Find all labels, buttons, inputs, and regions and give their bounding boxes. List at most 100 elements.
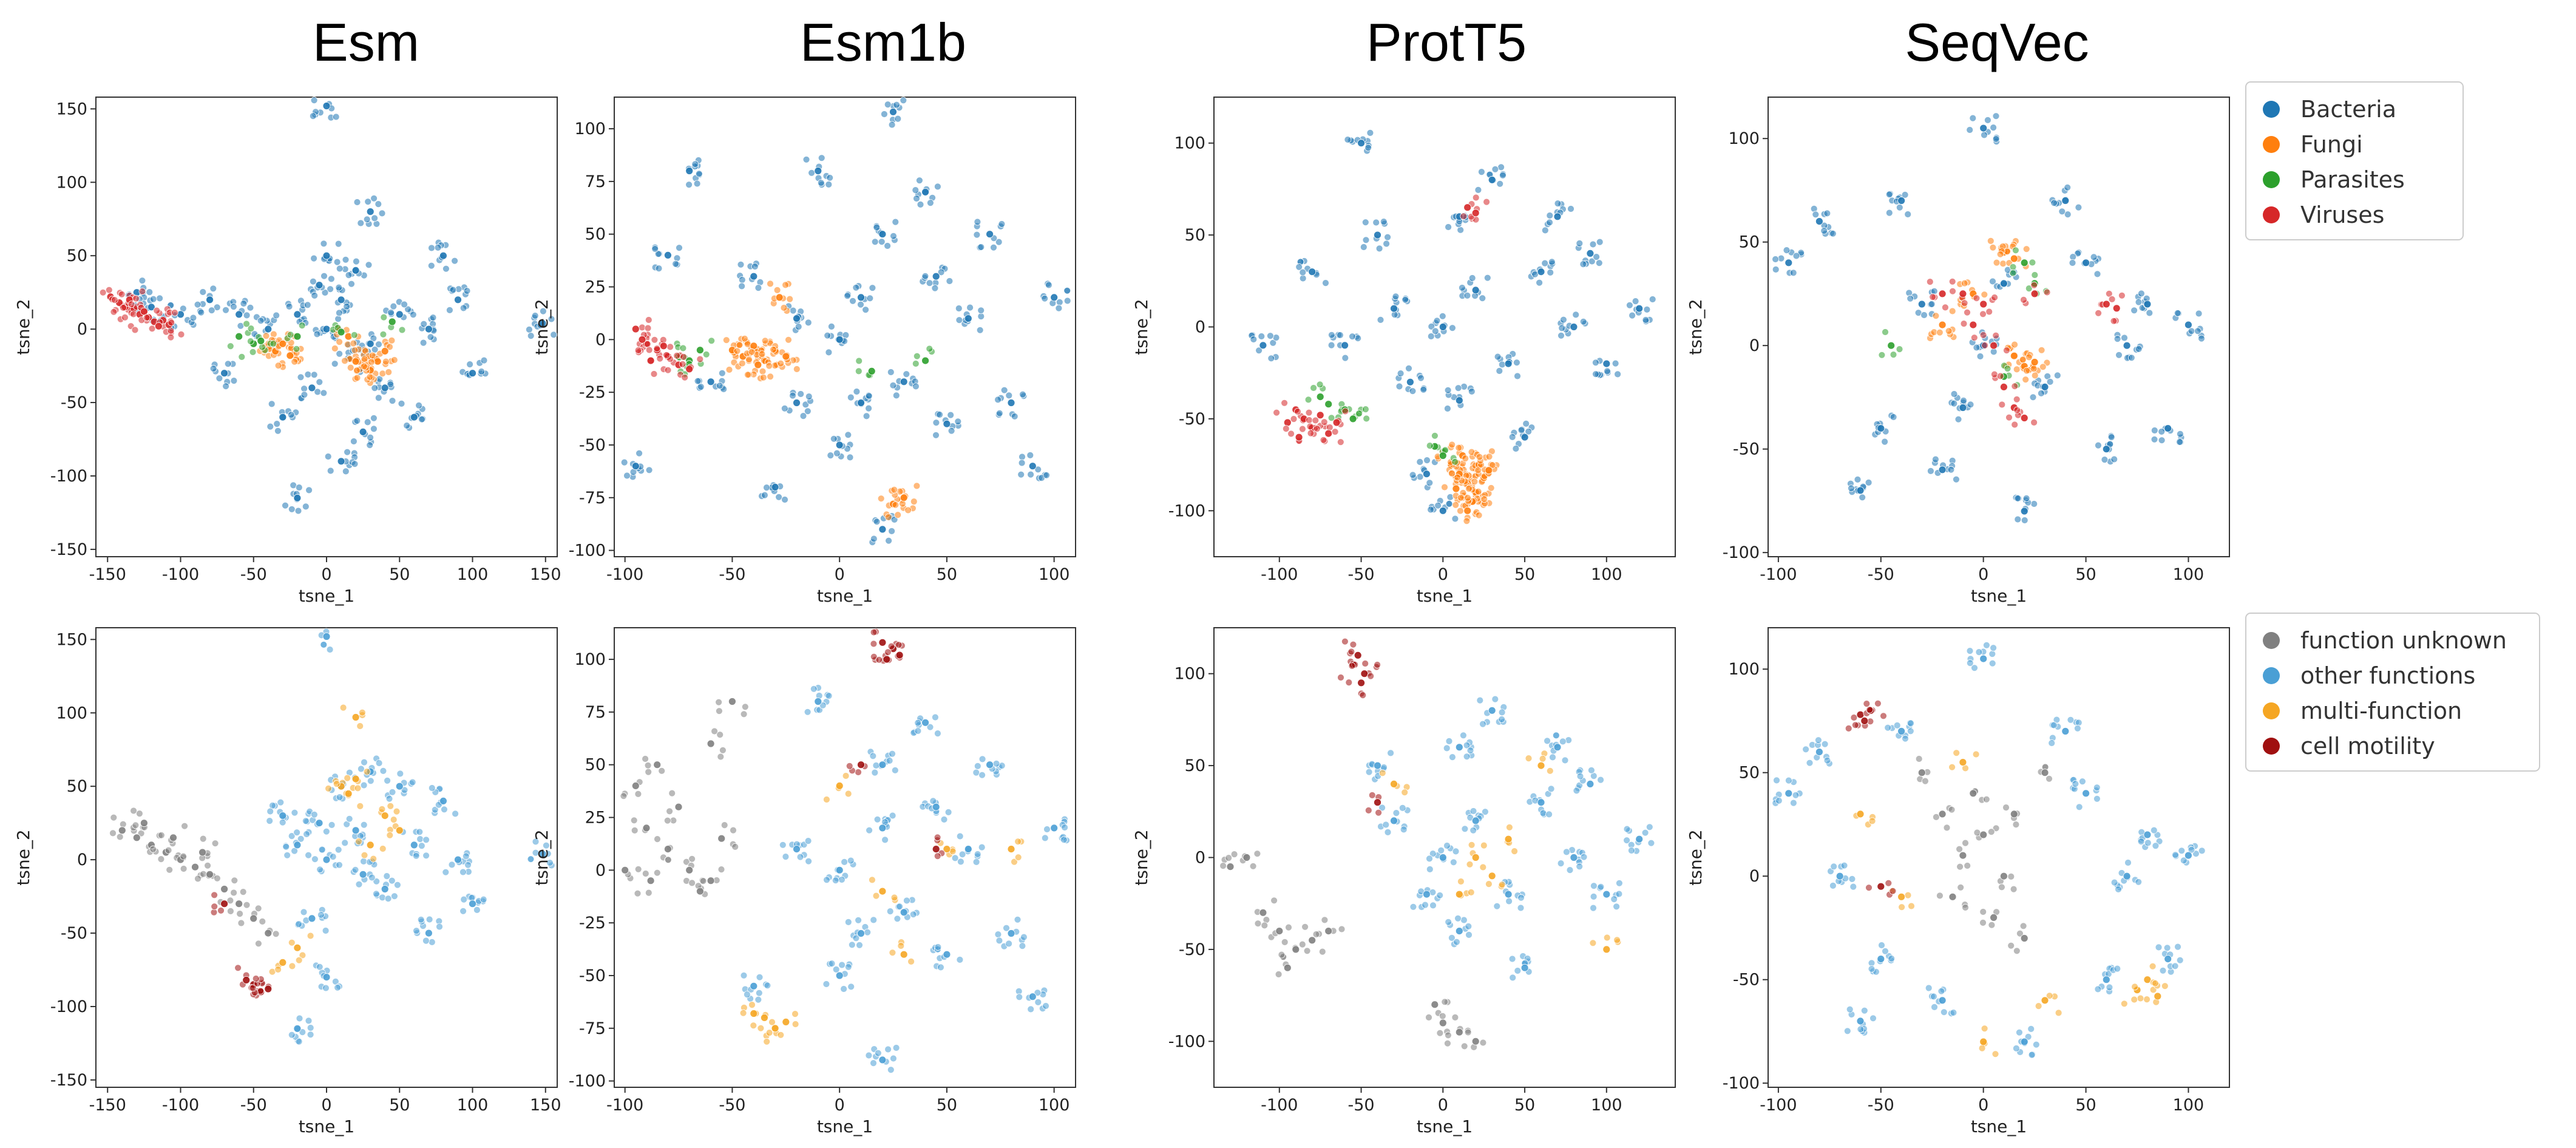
data-point	[353, 417, 361, 424]
data-point	[388, 318, 396, 326]
x-tick-label: 100	[457, 565, 489, 584]
y-tick-label: -75	[579, 489, 606, 508]
data-point	[1463, 203, 1472, 212]
data-point	[1537, 761, 1545, 770]
data-point	[2010, 810, 2018, 818]
data-point	[871, 238, 879, 246]
data-point	[754, 996, 762, 1004]
data-point	[293, 494, 302, 502]
data-point	[413, 927, 420, 935]
data-point	[1003, 924, 1010, 932]
data-point	[897, 942, 905, 949]
data-point	[266, 817, 274, 824]
data-point	[1014, 854, 1022, 861]
data-point	[1249, 862, 1257, 870]
data-point	[217, 907, 225, 914]
data-point	[1576, 772, 1584, 780]
data-point	[231, 877, 239, 885]
data-point	[1457, 878, 1465, 885]
data-point	[2143, 830, 2152, 839]
data-point	[353, 199, 361, 206]
data-point	[872, 762, 880, 769]
data-point	[1546, 767, 1554, 775]
data-point	[1525, 755, 1533, 762]
data-point	[2121, 334, 2128, 342]
x-tick-label: 0	[1438, 565, 1448, 584]
data-point	[884, 242, 891, 250]
data-point	[538, 850, 547, 858]
data-point	[1460, 916, 1468, 924]
data-point	[1466, 860, 1474, 868]
data-point	[2011, 382, 2019, 390]
data-point	[887, 1066, 895, 1074]
data-point	[132, 834, 141, 842]
data-point	[316, 378, 324, 386]
data-point	[972, 858, 980, 866]
data-point	[1455, 890, 1463, 898]
data-point	[1987, 237, 1995, 245]
data-point	[449, 286, 457, 294]
data-point	[2031, 372, 2039, 379]
data-point	[293, 943, 302, 952]
data-point	[395, 782, 404, 790]
data-point	[1987, 828, 1995, 836]
data-point	[738, 359, 746, 367]
data-point	[1000, 386, 1008, 394]
data-point	[685, 181, 693, 189]
x-tick-label: 100	[1591, 1096, 1622, 1115]
x-tick-label: 0	[321, 565, 331, 584]
x-tick-label: -100	[1261, 565, 1298, 584]
data-point	[2009, 263, 2017, 271]
data-point	[840, 985, 847, 993]
data-point	[428, 784, 436, 792]
data-point	[995, 409, 1003, 417]
data-point	[387, 802, 395, 810]
data-point	[1990, 644, 1998, 652]
data-point	[2046, 775, 2053, 783]
data-point	[230, 889, 238, 897]
data-point	[138, 288, 146, 295]
series-bacteria	[1772, 112, 2205, 524]
data-point	[1792, 252, 1800, 260]
data-point	[1508, 955, 1516, 963]
data-point	[1512, 445, 1520, 452]
series-other-functions	[266, 628, 555, 1045]
data-point	[865, 392, 873, 400]
data-point	[143, 314, 151, 322]
data-point	[1471, 817, 1480, 825]
data-point	[1856, 710, 1865, 719]
x-tick-label: 100	[2173, 565, 2205, 584]
data-point	[1402, 296, 1409, 304]
data-point	[754, 284, 762, 292]
data-point	[1904, 891, 1912, 899]
data-point	[243, 311, 251, 319]
data-point	[226, 897, 234, 905]
data-point	[464, 861, 472, 869]
data-point	[410, 841, 418, 849]
data-point	[2082, 259, 2090, 267]
plot-frame	[614, 97, 1076, 557]
data-point	[1344, 136, 1352, 143]
data-point	[1857, 1025, 1865, 1033]
data-point	[750, 1022, 758, 1030]
data-point	[1374, 761, 1381, 770]
data-point	[2025, 285, 2033, 293]
data-point	[1953, 749, 1961, 757]
data-point	[750, 272, 758, 280]
data-point	[339, 704, 347, 712]
data-point	[1364, 144, 1372, 152]
data-point	[1629, 311, 1636, 319]
data-point	[934, 943, 942, 951]
data-point	[1988, 650, 1996, 658]
data-point	[1960, 397, 1967, 404]
data-point	[148, 325, 156, 333]
data-point	[1890, 351, 1897, 358]
data-point	[321, 289, 329, 296]
series-multi-function	[739, 772, 1025, 1045]
data-point	[676, 244, 683, 252]
data-point	[2016, 929, 2024, 937]
data-point	[1439, 506, 1447, 515]
data-point	[863, 412, 870, 420]
x-tick-label: 0	[1978, 1096, 1988, 1115]
